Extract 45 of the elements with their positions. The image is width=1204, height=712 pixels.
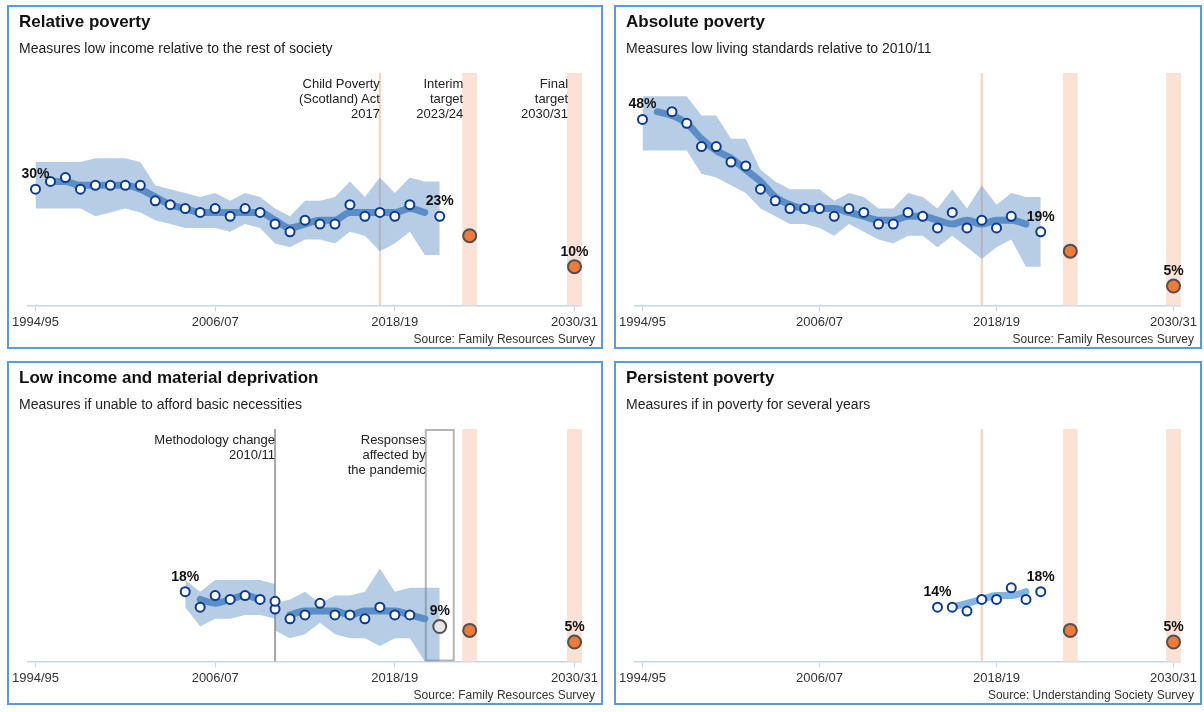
x-tick-label: 1994/95 [11,669,59,685]
x-tick-label: 2030/31 [551,313,599,329]
x-tick-label: 2018/19 [371,313,419,329]
data-label: 18% [1026,567,1056,584]
chart-subtitle: Measures if unable to afford basic necessities [19,396,303,412]
x-tick-label: 2006/07 [796,669,843,685]
data-label: 9% [429,602,451,619]
x-tick-label: 2006/07 [796,313,843,329]
annotation: Child Poverty (Scotland) Act 2017 [298,76,380,121]
data-label: 23% [425,192,455,209]
source-note: Source: Family Resources Survey [413,332,595,346]
chart-subtitle: Measures low income relative to the rest of society [19,40,333,56]
x-tick-label: 2030/31 [1150,669,1198,685]
source-note: Source: Family Resources Survey [1012,332,1194,346]
chart-title: Persistent poverty [626,368,775,388]
data-label: 10% [560,242,590,259]
x-tick-label: 1994/95 [11,313,59,329]
chart-subtitle: Measures low living standards relative to 2010/11 [626,40,932,56]
x-tick-label: 1994/95 [618,313,666,329]
x-tick-label: 2018/19 [371,669,419,685]
x-tick-label: 1994/95 [618,669,666,685]
data-label: 5% [1163,617,1185,634]
annotation: Responses affected by the pandemic [347,432,426,477]
chart-subtitle: Measures if in poverty for several years [626,396,871,412]
data-label: 30% [21,165,51,182]
x-tick-label: 2006/07 [191,669,239,685]
chart-title: Relative poverty [19,12,151,32]
annotation: Interim target 2023/24 [416,76,464,121]
source-note: Source: Understanding Society Survey [987,688,1194,702]
data-label: 5% [564,617,586,634]
data-label: 48% [628,95,658,112]
data-label: 19% [1026,207,1056,224]
chart-title: Low income and material deprivation [19,368,319,388]
data-label: 18% [171,567,200,584]
annotation: Methodology change 2010/11 [154,432,276,462]
x-tick-label: 2018/19 [973,669,1020,685]
data-label: 5% [1163,261,1185,278]
x-tick-label: 2030/31 [1150,313,1198,329]
x-tick-label: 2030/31 [551,669,599,685]
source-note: Source: Family Resources Survey [413,688,595,702]
x-tick-label: 2018/19 [973,313,1020,329]
data-label: 14% [923,583,953,600]
annotation: Final target 2030/31 [521,76,569,121]
chart-title: Absolute poverty [626,12,765,32]
x-tick-label: 2006/07 [191,313,239,329]
